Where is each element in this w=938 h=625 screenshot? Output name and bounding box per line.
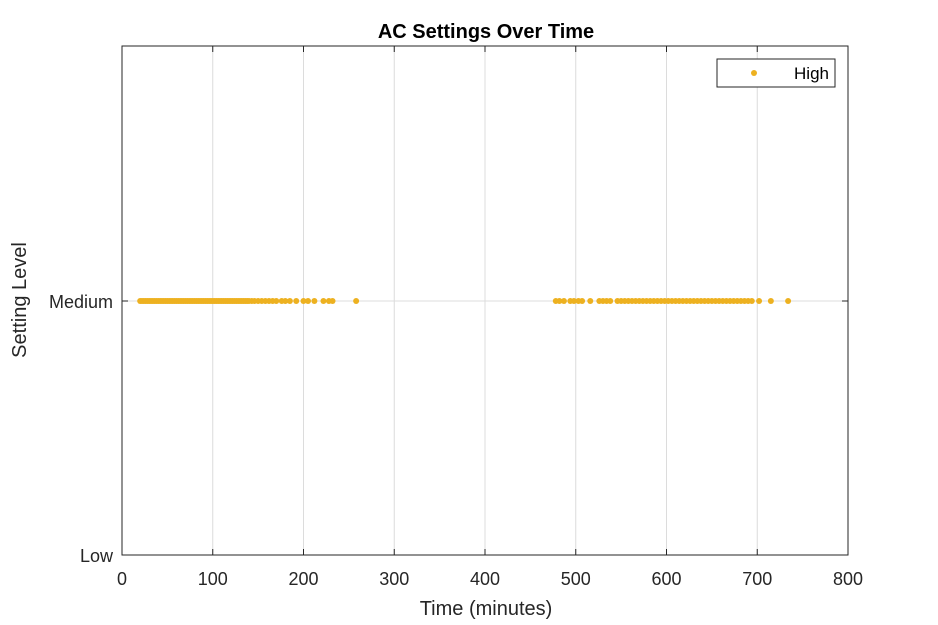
x-axis-label: Time (minutes) bbox=[420, 598, 553, 620]
x-tick-label: 0 bbox=[117, 569, 127, 589]
data-point bbox=[556, 298, 563, 304]
x-tick-label: 100 bbox=[198, 569, 228, 589]
data-point bbox=[570, 298, 577, 304]
data-point bbox=[305, 298, 312, 304]
plot-frame bbox=[121, 45, 849, 556]
data-point bbox=[785, 298, 792, 304]
data-point bbox=[300, 298, 307, 304]
data-point bbox=[293, 298, 300, 304]
legend-marker-high bbox=[751, 70, 757, 76]
data-point bbox=[329, 298, 336, 304]
data-point bbox=[756, 298, 763, 304]
data-point bbox=[607, 298, 614, 304]
data-point bbox=[273, 298, 280, 304]
data-point bbox=[579, 298, 586, 304]
x-tick-label: 600 bbox=[651, 569, 681, 589]
x-tick-label: 400 bbox=[470, 569, 500, 589]
x-tick-label: 700 bbox=[742, 569, 772, 589]
data-point bbox=[353, 298, 360, 304]
data-point bbox=[286, 298, 293, 304]
data-points bbox=[137, 298, 792, 304]
data-point bbox=[560, 298, 567, 304]
legend-box bbox=[716, 58, 836, 88]
x-tick-label: 800 bbox=[833, 569, 863, 589]
chart-title: AC Settings Over Time bbox=[378, 21, 594, 43]
data-point bbox=[748, 298, 755, 304]
x-tick-label: 500 bbox=[561, 569, 591, 589]
legend-label-high: High bbox=[794, 64, 829, 83]
x-tick-label: 200 bbox=[288, 569, 318, 589]
legend: High bbox=[716, 58, 836, 88]
data-point bbox=[282, 298, 289, 304]
x-tick-label: 300 bbox=[379, 569, 409, 589]
y-axis-label: Setting Level bbox=[9, 242, 31, 358]
axis-ticks: 0 100 200 300 400 500 600 700 800 Low Medium bbox=[49, 46, 863, 589]
data-point bbox=[311, 298, 318, 304]
data-point bbox=[320, 298, 327, 304]
y-tick-label: Medium bbox=[49, 292, 113, 312]
y-tick-label: Low bbox=[80, 546, 114, 566]
data-point bbox=[767, 298, 774, 304]
data-point bbox=[587, 298, 594, 304]
